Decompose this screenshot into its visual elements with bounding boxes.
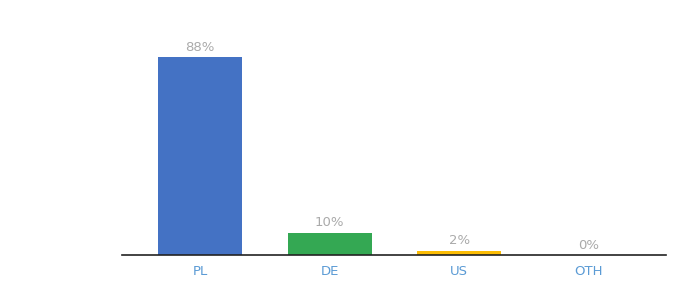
Text: 2%: 2% [449,234,470,247]
Bar [288,232,372,255]
Text: 0%: 0% [578,238,599,252]
Bar [158,57,242,255]
Bar [417,250,501,255]
Text: 88%: 88% [186,40,215,54]
Text: 10%: 10% [315,216,344,229]
